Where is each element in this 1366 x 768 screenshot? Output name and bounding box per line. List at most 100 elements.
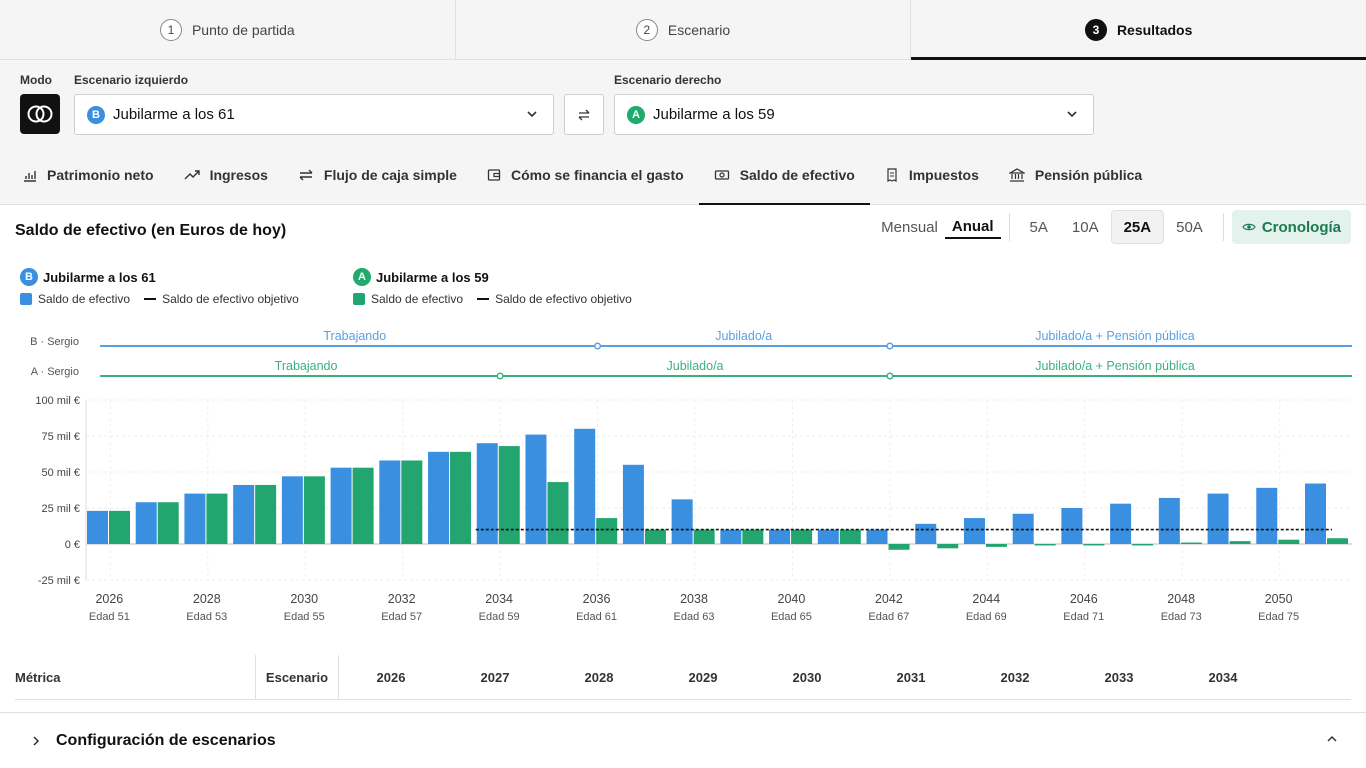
chevron-up-icon[interactable] bbox=[1326, 733, 1338, 745]
tab-saldo-de-efectivo[interactable]: Saldo de efectivo bbox=[698, 145, 870, 205]
scenario-a-badge: A bbox=[353, 268, 371, 286]
age-label: Edad 63 bbox=[674, 611, 715, 623]
tab-pension-publica[interactable]: Pensión pública bbox=[994, 145, 1157, 204]
range-25a[interactable]: 25A bbox=[1110, 210, 1165, 244]
age-label: Edad 53 bbox=[186, 611, 227, 623]
bar-scenario-b bbox=[866, 529, 888, 544]
year-columns: 2026 2027 2028 2029 2030 2031 2032 2033 2034 bbox=[339, 670, 1275, 685]
x-tick-label: 2048 bbox=[1167, 592, 1195, 606]
y-tick-label: 25 mil € bbox=[41, 503, 80, 515]
x-tick-label: 2050 bbox=[1265, 592, 1293, 606]
step-number: 3 bbox=[1084, 18, 1107, 41]
scenario-config-toggle[interactable]: Configuración de escenarios bbox=[0, 712, 1366, 768]
bar-scenario-a bbox=[888, 544, 910, 550]
range-50a[interactable]: 50A bbox=[1176, 218, 1203, 236]
tab-label: Impuestos bbox=[908, 166, 979, 183]
age-label: Edad 67 bbox=[868, 611, 909, 623]
bar-scenario-b bbox=[1305, 483, 1326, 544]
anual-toggle[interactable]: Anual bbox=[944, 215, 1001, 239]
swap-arrows-icon bbox=[578, 109, 590, 120]
legend-target-dash bbox=[144, 298, 157, 300]
chevron-down-icon bbox=[527, 111, 537, 118]
timeline-phase-label: Jubilado/a bbox=[667, 359, 724, 373]
timeline-phase-label: Jubilado/a bbox=[715, 329, 772, 343]
bar-scenario-a bbox=[1229, 541, 1251, 544]
x-tick-label: 2026 bbox=[95, 592, 123, 606]
bar-chart-icon bbox=[24, 170, 36, 182]
x-tick-label: 2036 bbox=[583, 592, 611, 606]
legend-a-items: Saldo de efectivo Saldo de efectivo obje… bbox=[353, 292, 632, 306]
year-column-header: 2027 bbox=[480, 669, 510, 685]
bar-scenario-b bbox=[525, 434, 547, 544]
age-label: Edad 73 bbox=[1161, 611, 1202, 623]
tab-como-se-financia[interactable]: Cómo se financia el gasto bbox=[472, 145, 699, 204]
bar-scenario-b bbox=[281, 476, 303, 544]
config-label: Configuración de escenarios bbox=[56, 731, 276, 749]
bar-scenario-b bbox=[1110, 503, 1132, 544]
step-punto-de-partida[interactable]: 1 Punto de partida bbox=[0, 0, 456, 59]
bar-scenario-b bbox=[769, 529, 791, 544]
left-scenario-value: Jubilarme a los 61 bbox=[113, 106, 235, 123]
bar-scenario-a bbox=[693, 529, 715, 544]
stepper: 1 Punto de partida 2 Escenario 3 Resulta… bbox=[0, 0, 1366, 60]
swap-scenarios-button[interactable] bbox=[564, 94, 604, 135]
y-tick-label: 0 € bbox=[65, 539, 80, 551]
scenario-b-badge: B bbox=[20, 268, 38, 286]
timeline-marker bbox=[594, 342, 602, 350]
step-resultados[interactable]: 3 Resultados bbox=[911, 0, 1366, 60]
step-escenario[interactable]: 2 Escenario bbox=[456, 0, 912, 59]
divider bbox=[1222, 213, 1224, 241]
data-table-header: Métrica Escenario 2026 2027 2028 2029 2030 20… bbox=[15, 654, 1351, 700]
bar-scenario-b bbox=[1061, 508, 1083, 544]
legend-scenario-b: B Jubilarme a los 61 bbox=[20, 268, 156, 286]
legend-swatch-b bbox=[20, 293, 32, 305]
year-column-header: 2030 bbox=[792, 669, 822, 685]
bar-scenario-a bbox=[985, 544, 1007, 547]
bar-scenario-b bbox=[1207, 493, 1229, 544]
year-column-header: 2029 bbox=[688, 669, 718, 685]
bar-scenario-b bbox=[428, 451, 450, 544]
bar-scenario-a bbox=[255, 484, 277, 544]
bar-scenario-a bbox=[1034, 544, 1056, 546]
bar-scenario-a bbox=[644, 529, 666, 544]
bar-scenario-a bbox=[303, 476, 325, 544]
chart-controls: Mensual Anual 5A 10A 25A 50A Cronología bbox=[874, 210, 1351, 244]
age-label: Edad 55 bbox=[284, 611, 325, 623]
bar-scenario-a bbox=[352, 467, 374, 544]
bar-scenario-b bbox=[87, 510, 108, 544]
tab-label: Cómo se financia el gasto bbox=[510, 166, 684, 183]
cash-icon bbox=[714, 169, 729, 180]
legend-scenario-a: A Jubilarme a los 59 bbox=[353, 268, 489, 286]
bar-scenario-b bbox=[1158, 497, 1180, 544]
range-10a[interactable]: 10A bbox=[1071, 218, 1099, 236]
legend-target-dash bbox=[477, 298, 490, 300]
bar-scenario-a bbox=[742, 529, 764, 544]
cronologia-button[interactable]: Cronología bbox=[1231, 210, 1351, 244]
tab-ingresos[interactable]: Ingresos bbox=[169, 145, 283, 204]
tab-flujo-de-caja[interactable]: Flujo de caja simple bbox=[283, 145, 472, 204]
timeline-row-label: B · Sergio bbox=[30, 336, 79, 348]
tab-label: Patrimonio neto bbox=[47, 166, 154, 183]
tab-patrimonio-neto[interactable]: Patrimonio neto bbox=[8, 145, 169, 204]
legend-target-label: Saldo de efectivo objetivo bbox=[162, 292, 299, 306]
mode-button[interactable] bbox=[20, 94, 60, 134]
age-label: Edad 71 bbox=[1063, 611, 1104, 623]
cronologia-label: Cronología bbox=[1261, 218, 1341, 236]
bar-scenario-b bbox=[330, 467, 352, 544]
step-label: Escenario bbox=[667, 21, 731, 38]
bar-scenario-b bbox=[379, 460, 401, 544]
mode-label: Modo bbox=[20, 73, 52, 87]
tab-impuestos[interactable]: Impuestos bbox=[870, 145, 994, 204]
scenario-selector-row: Modo Escenario izquierdo Escenario derec… bbox=[0, 60, 1366, 145]
timeline-row-label: A · Sergio bbox=[31, 366, 79, 378]
step-label: Resultados bbox=[1116, 21, 1193, 38]
right-scenario-select[interactable]: A Jubilarme a los 59 bbox=[614, 94, 1094, 135]
mensual-toggle[interactable]: Mensual bbox=[881, 218, 938, 236]
trend-up-icon bbox=[184, 169, 200, 179]
bar-scenario-b bbox=[963, 518, 985, 544]
tab-label: Flujo de caja simple bbox=[323, 166, 457, 183]
age-label: Edad 65 bbox=[771, 611, 812, 623]
range-5a[interactable]: 5A bbox=[1029, 218, 1048, 236]
bar-scenario-b bbox=[720, 529, 742, 544]
left-scenario-select[interactable]: B Jubilarme a los 61 bbox=[74, 94, 554, 135]
